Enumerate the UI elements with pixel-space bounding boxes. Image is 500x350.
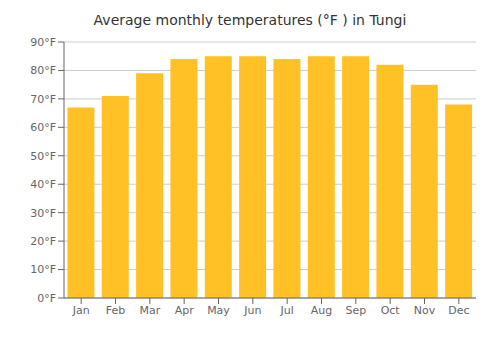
svg-text:Feb: Feb (106, 304, 125, 317)
svg-text:Dec: Dec (448, 304, 469, 317)
svg-text:Jun: Jun (243, 304, 261, 317)
svg-text:Nov: Nov (414, 304, 436, 317)
svg-text:0°F: 0°F (37, 292, 56, 305)
svg-text:40°F: 40°F (30, 178, 56, 191)
svg-text:20°F: 20°F (30, 235, 56, 248)
svg-text:10°F: 10°F (30, 263, 56, 276)
svg-text:30°F: 30°F (30, 207, 56, 220)
svg-text:Oct: Oct (381, 304, 401, 317)
svg-text:70°F: 70°F (30, 93, 56, 106)
svg-text:50°F: 50°F (30, 150, 56, 163)
svg-text:60°F: 60°F (30, 121, 56, 134)
svg-text:Jan: Jan (72, 304, 90, 317)
svg-text:Jul: Jul (280, 304, 294, 317)
html-text:Average monthly temperatures (: Average monthly temperatures (°F ) in Tu… (93, 12, 407, 28)
svg-text:Apr: Apr (175, 304, 195, 317)
svg-text:90°F: 90°F (30, 36, 56, 49)
svg-text:Sep: Sep (345, 304, 366, 317)
svg-text:Aug: Aug (311, 304, 332, 317)
svg-text:Mar: Mar (139, 304, 160, 317)
svg-text:80°F: 80°F (30, 64, 56, 77)
svg-text:May: May (207, 304, 230, 317)
